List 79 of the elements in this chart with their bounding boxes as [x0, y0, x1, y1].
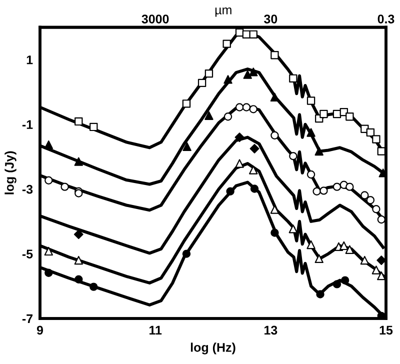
x2-axis-title: µm: [215, 7, 232, 17]
point: [198, 78, 206, 88]
point: [250, 184, 259, 193]
point: [320, 186, 328, 195]
point: [306, 170, 316, 179]
point: [74, 256, 83, 265]
point: [182, 250, 191, 258]
point: [204, 111, 214, 120]
y-axis-title: log (Jy): [4, 151, 16, 194]
point: [377, 215, 386, 224]
x-axis-title: log (Hz): [190, 342, 236, 354]
x-tick-label: 15: [380, 326, 393, 335]
point: [249, 166, 258, 174]
point: [235, 159, 244, 168]
point: [376, 256, 386, 265]
point: [346, 112, 354, 121]
point: [250, 144, 260, 154]
point: [44, 176, 53, 184]
point: [90, 122, 98, 132]
y-tick-label: -7: [22, 314, 33, 324]
x2-tick-label: 30: [264, 14, 278, 24]
point: [332, 280, 342, 288]
point: [360, 256, 370, 265]
point: [340, 276, 350, 284]
point: [332, 182, 342, 191]
point: [204, 69, 214, 78]
x-tick-label: 13: [264, 326, 278, 335]
point: [182, 142, 192, 152]
point: [366, 128, 375, 137]
point: [270, 51, 279, 60]
point: [60, 182, 69, 191]
point: [377, 147, 386, 156]
point: [345, 245, 354, 254]
point: [270, 131, 279, 140]
y-tick-label: -5: [22, 250, 33, 258]
x2-tick-label: 3000: [142, 14, 169, 24]
point: [249, 30, 258, 39]
point: [289, 74, 298, 83]
point: [44, 246, 54, 256]
point: [235, 103, 244, 112]
y-tick-label: -3: [22, 184, 33, 194]
point: [44, 140, 54, 150]
point: [90, 282, 98, 291]
point: [44, 268, 53, 277]
point: [74, 230, 84, 240]
point: [288, 224, 298, 234]
point: [242, 103, 251, 112]
x-tick-label: 11: [150, 326, 162, 335]
point: [74, 117, 83, 126]
point: [306, 240, 316, 250]
point: [346, 182, 354, 191]
x2-tick-label: 0.3: [378, 14, 394, 24]
point: [316, 290, 324, 298]
point: [314, 254, 324, 263]
point: [224, 112, 232, 121]
point: [340, 241, 348, 250]
point: [372, 205, 380, 214]
point: [377, 271, 386, 280]
point: [306, 96, 316, 105]
point: [320, 110, 328, 118]
y-tick-label: -1: [22, 120, 33, 129]
x-tick-label: 9: [36, 326, 44, 335]
point: [372, 135, 380, 144]
point: [270, 228, 279, 237]
point: [249, 105, 258, 114]
point: [224, 75, 232, 84]
point: [74, 157, 83, 166]
point: [243, 70, 252, 79]
point: [289, 152, 298, 160]
point: [74, 275, 83, 284]
point: [306, 128, 316, 137]
point: [226, 187, 234, 196]
point: [378, 168, 386, 178]
point: [314, 146, 324, 156]
point: [249, 68, 258, 76]
y-tick-label: 1: [26, 56, 33, 64]
point: [182, 100, 191, 108]
point: [222, 40, 231, 48]
point: [234, 132, 244, 142]
